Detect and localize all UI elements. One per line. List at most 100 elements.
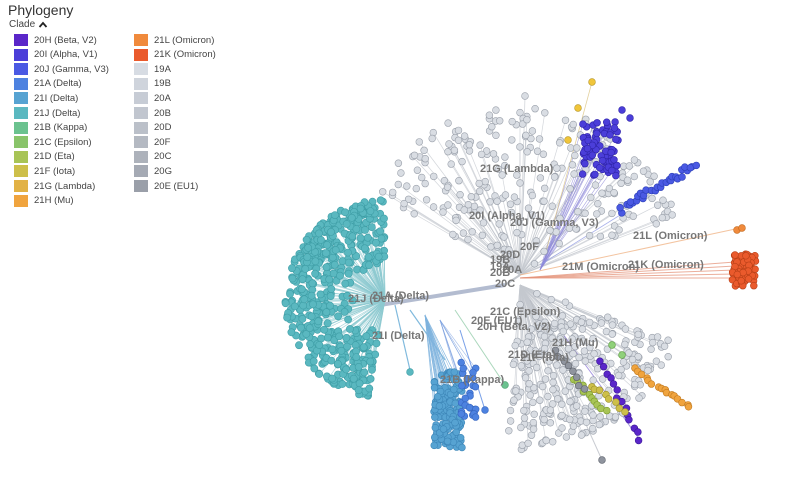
tree-tip[interactable] <box>481 406 489 414</box>
tree-tip[interactable] <box>305 324 314 332</box>
tree-tip[interactable] <box>322 249 330 257</box>
tree-tip[interactable] <box>354 362 363 371</box>
tree-tip[interactable] <box>630 380 639 389</box>
tree-tip[interactable] <box>296 323 305 332</box>
tree-tip[interactable] <box>323 319 332 328</box>
tree-tip[interactable] <box>630 156 639 164</box>
tree-tip[interactable] <box>360 244 369 253</box>
tree-tip[interactable] <box>501 153 509 161</box>
tree-tip[interactable] <box>547 295 555 304</box>
tree-tip[interactable] <box>310 364 319 373</box>
tree-tip[interactable] <box>331 211 339 219</box>
tree-tip[interactable] <box>650 172 658 180</box>
tree-tip[interactable] <box>652 357 661 365</box>
tree-tip[interactable] <box>297 285 306 294</box>
tree-tip[interactable] <box>589 411 597 419</box>
tree-tip[interactable] <box>606 131 614 139</box>
tree-tip[interactable] <box>634 428 642 436</box>
tree-tip[interactable] <box>545 357 553 365</box>
tree-tip[interactable] <box>585 231 594 240</box>
tree-tip[interactable] <box>389 188 397 197</box>
tree-tip[interactable] <box>517 362 525 370</box>
tree-tip[interactable] <box>501 381 509 389</box>
tree-tip[interactable] <box>451 419 459 427</box>
tree-tip[interactable] <box>610 189 618 197</box>
tree-tip[interactable] <box>457 410 465 418</box>
tree-tip[interactable] <box>460 132 469 140</box>
legend-item[interactable]: 20H (Beta, V2) <box>14 34 97 46</box>
tree-tip[interactable] <box>546 226 554 235</box>
tree-tip[interactable] <box>738 224 746 232</box>
tree-tip[interactable] <box>422 196 431 204</box>
tree-tip[interactable] <box>501 191 510 199</box>
tree-tip[interactable] <box>572 225 580 233</box>
tree-tip[interactable] <box>493 241 501 250</box>
tree-tip[interactable] <box>614 371 623 380</box>
tree-tip[interactable] <box>452 428 460 436</box>
tree-tip[interactable] <box>572 402 581 410</box>
tree-tip[interactable] <box>532 312 540 321</box>
tree-tip[interactable] <box>737 277 745 285</box>
tree-tip[interactable] <box>492 131 500 140</box>
tree-tip[interactable] <box>578 170 587 178</box>
tree-tip[interactable] <box>615 226 623 234</box>
tree-tip[interactable] <box>572 373 581 381</box>
tree-tip[interactable] <box>505 246 513 254</box>
tree-tip[interactable] <box>314 317 323 326</box>
tree-tip[interactable] <box>647 345 655 353</box>
tree-tip[interactable] <box>578 325 587 333</box>
tree-tip[interactable] <box>450 385 458 394</box>
tree-tip[interactable] <box>516 300 524 309</box>
tree-tip[interactable] <box>528 127 537 135</box>
tree-tip[interactable] <box>330 260 339 269</box>
tree-tip[interactable] <box>336 271 344 280</box>
tree-tip[interactable] <box>435 402 444 410</box>
tree-tip[interactable] <box>550 319 559 328</box>
tree-tip[interactable] <box>528 211 537 219</box>
tree-tip[interactable] <box>731 251 739 259</box>
tree-tip[interactable] <box>555 139 564 147</box>
tree-tip[interactable] <box>616 204 624 212</box>
tree-tip[interactable] <box>612 398 620 406</box>
tree-tip[interactable] <box>581 407 589 415</box>
tree-tip[interactable] <box>431 413 439 421</box>
tree-tip[interactable] <box>376 227 385 236</box>
tree-tip[interactable] <box>343 342 351 351</box>
tree-tip[interactable] <box>307 291 316 300</box>
tree-tip[interactable] <box>343 291 352 300</box>
tree-tip[interactable] <box>549 378 557 386</box>
tree-tip[interactable] <box>546 406 555 414</box>
tree-tip[interactable] <box>467 193 475 201</box>
tree-tip[interactable] <box>577 318 586 326</box>
tree-tip[interactable] <box>621 408 629 416</box>
tree-tip[interactable] <box>323 240 331 249</box>
tree-tip[interactable] <box>510 193 519 201</box>
tree-tip[interactable] <box>465 403 474 412</box>
tree-tip[interactable] <box>574 208 582 216</box>
tree-tip[interactable] <box>626 114 634 122</box>
tree-tip[interactable] <box>328 374 337 383</box>
tree-tip[interactable] <box>492 106 500 114</box>
tree-tip[interactable] <box>540 197 548 205</box>
tree-tip[interactable] <box>307 312 316 321</box>
tree-tip[interactable] <box>320 325 329 334</box>
tree-tip[interactable] <box>421 179 429 188</box>
tree-tip[interactable] <box>311 257 320 266</box>
legend-item[interactable]: 20G <box>134 165 172 178</box>
tree-tip[interactable] <box>589 334 597 343</box>
tree-tip[interactable] <box>488 122 496 131</box>
tree-tip[interactable] <box>471 383 480 391</box>
tree-tip[interactable] <box>596 357 604 365</box>
tree-tip[interactable] <box>365 261 373 269</box>
tree-tip[interactable] <box>316 235 325 244</box>
tree-tip[interactable] <box>536 174 545 182</box>
tree-tip[interactable] <box>628 355 637 364</box>
tree-tip[interactable] <box>613 386 621 394</box>
tree-tip[interactable] <box>610 124 619 132</box>
tree-tip[interactable] <box>380 214 388 223</box>
tree-tip[interactable] <box>410 210 418 218</box>
tree-tip[interactable] <box>604 395 613 403</box>
tree-tip[interactable] <box>304 243 312 252</box>
tree-tip[interactable] <box>521 92 529 100</box>
